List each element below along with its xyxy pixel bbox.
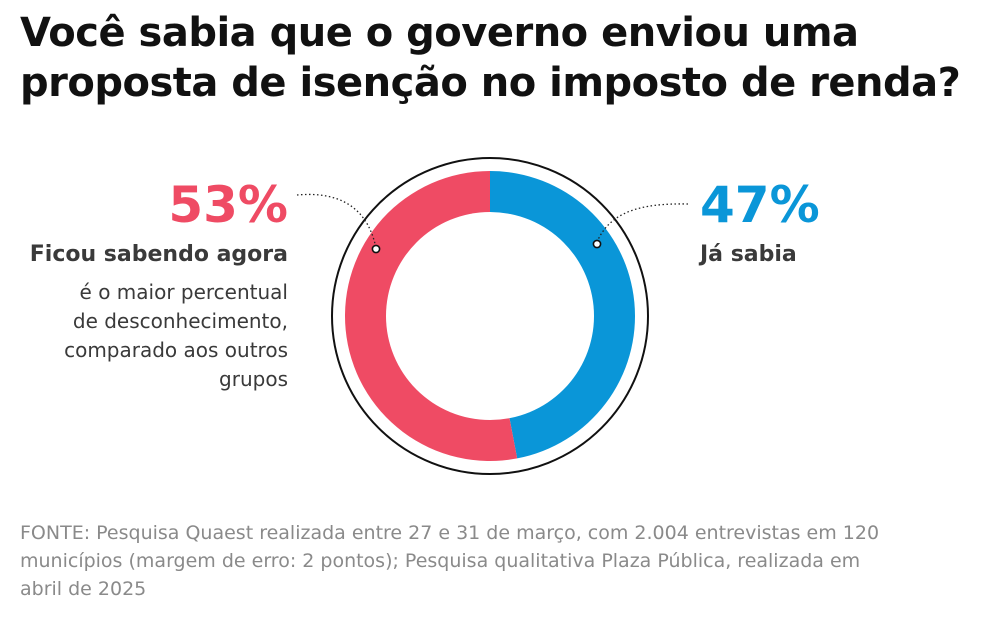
donut-chart bbox=[331, 157, 649, 475]
data-label-ficou-sabendo-agora: 53% bbox=[168, 176, 288, 234]
data-label-ja-sabia: 47% bbox=[700, 176, 820, 234]
donut-hole bbox=[386, 212, 594, 420]
category-label-ja-sabia: Já sabia bbox=[700, 242, 797, 267]
annotation-line-2: de desconhecimento, bbox=[72, 309, 288, 333]
category-label-ficou-sabendo-agora: Ficou sabendo agora bbox=[29, 242, 288, 267]
source-line-1: FONTE: Pesquisa Quaest realizada entre 2… bbox=[20, 522, 880, 544]
source-note: FONTE: Pesquisa Quaest realizada entre 2… bbox=[20, 519, 970, 603]
annotation-ficou-sabendo-agora: é o maior percentual de desconhecimento,… bbox=[8, 278, 288, 394]
chart-title-line-1: Você sabia que o governo enviou uma bbox=[20, 10, 859, 56]
source-line-3: abril de 2025 bbox=[20, 578, 147, 600]
chart-title-line-2: proposta de isenção no imposto de renda? bbox=[20, 60, 961, 106]
annotation-line-1: é o maior percentual bbox=[79, 280, 288, 304]
donut-outer-ring bbox=[331, 157, 649, 475]
annotation-line-4: grupos bbox=[219, 367, 288, 391]
annotation-line-3: comparado aos outros bbox=[64, 338, 288, 362]
chart-title: Você sabia que o governo enviou uma prop… bbox=[20, 8, 970, 108]
source-line-2: municípios (margem de erro: 2 pontos); P… bbox=[20, 550, 861, 572]
